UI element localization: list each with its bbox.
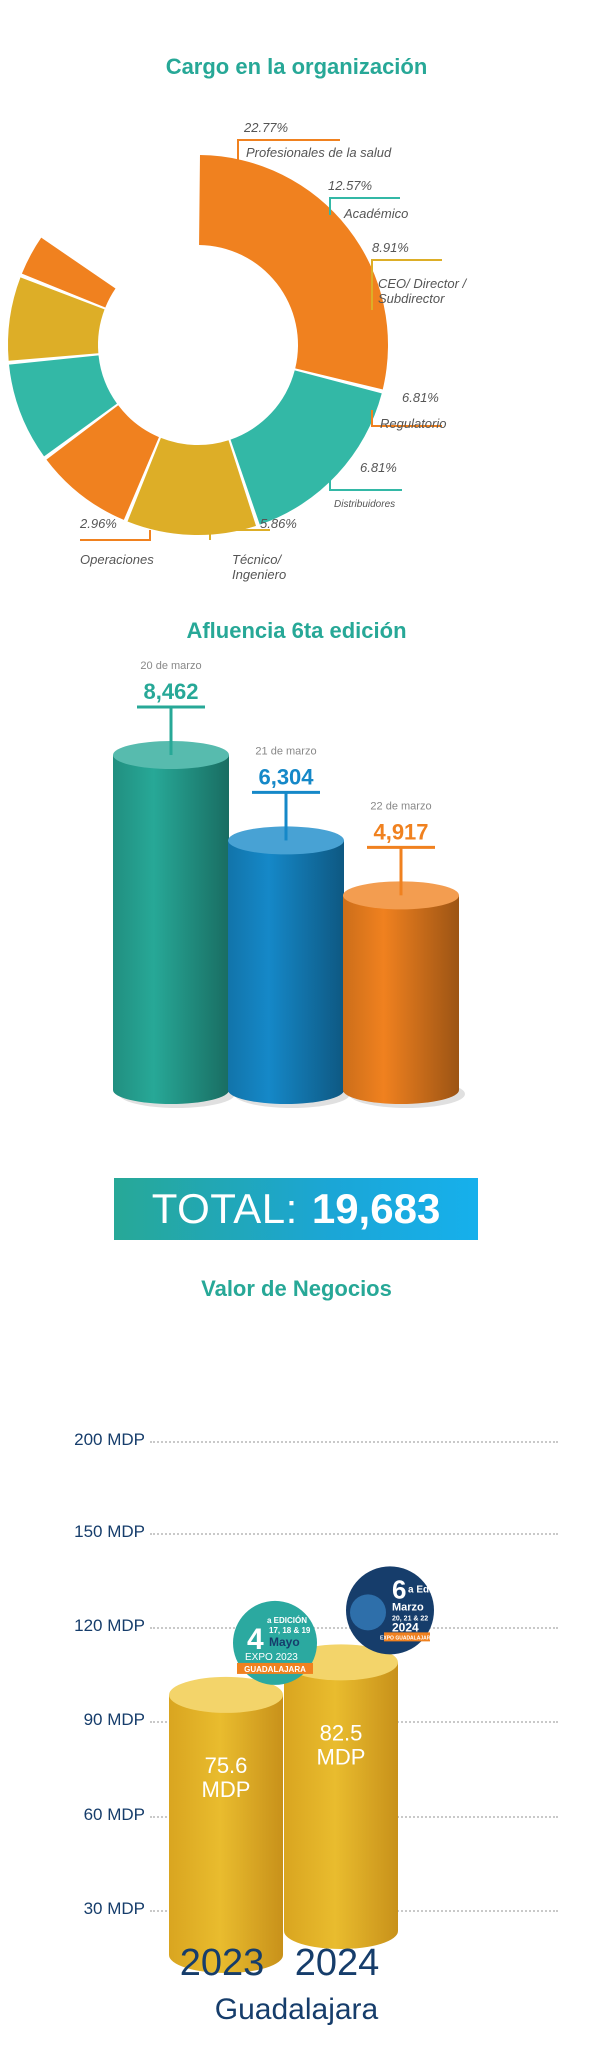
total-label: TOTAL: — [151, 1185, 298, 1232]
y-tick-label: 200 MDP — [74, 1430, 145, 1449]
badge-2024-line5: EXPO GUADALAJARA — [380, 1635, 434, 1641]
donut-category-label-3: Regulatorio — [380, 416, 447, 431]
donut-leader-0 — [237, 139, 340, 200]
donut-category-label-1: Académico — [343, 206, 408, 221]
badge-2023-line2: 17, 18 & 19 — [269, 1626, 311, 1635]
donut-slice-6 — [21, 237, 116, 308]
bar-value-label-1: 6,304 — [258, 764, 314, 789]
total-value: 19,683 — [311, 1185, 441, 1232]
negocios-value-unit-0: MDP — [202, 1777, 251, 1802]
city-label: Guadalajara — [214, 1993, 379, 2026]
donut-leader-2 — [371, 259, 442, 310]
donut-leader-3 — [371, 410, 442, 427]
donut-category-label-5: Técnico/ — [232, 552, 283, 567]
cargo-title: Cargo en la organización — [165, 54, 428, 79]
donut-category-label-6: Operaciones — [80, 552, 154, 567]
x-tick-label: 2024 — [294, 1942, 380, 1984]
donut-value-label-0: 22.77% — [243, 120, 288, 135]
negocios-value-unit-1: MDP — [317, 1744, 366, 1769]
y-tick-label: 30 MDP — [83, 1899, 145, 1918]
bar-value-label-2: 4,917 — [373, 819, 428, 844]
negocios-value-label-1: 82.5 — [320, 1720, 363, 1745]
donut-value-label-6: 2.96% — [79, 516, 117, 531]
badge-2023-band — [237, 1662, 313, 1674]
cylinder-body-2 — [343, 895, 459, 1104]
negocios-bar-body-0 — [169, 1694, 283, 1973]
donut-leader-6 — [80, 530, 151, 541]
donut-category-label-2: CEO/ Director / — [378, 276, 468, 291]
donut-value-label-3: 6.81% — [402, 390, 439, 405]
afluencia-title: Afluencia 6ta edición — [186, 618, 407, 643]
donut-category-label-0: Profesionales de la salud — [246, 145, 392, 160]
donut-leader-1 — [329, 197, 400, 215]
negocios-bar-top-0 — [169, 1676, 283, 1713]
badge-2023-line4: EXPO 2023 — [245, 1652, 298, 1663]
donut-slice-3 — [46, 405, 159, 520]
x-tick-label: 2023 — [179, 1942, 265, 1984]
afluencia-bar-chart: 8,462 20 de marzo 6,304 21 de marzo 4,917 22 … — [113, 660, 465, 1108]
donut-value-label-2: 8.91% — [372, 240, 409, 255]
grid-line — [150, 1441, 558, 1443]
badge-2024-emblem — [350, 1594, 386, 1631]
negocios-bar-body-1 — [284, 1662, 398, 1949]
y-tick-label: 120 MDP — [74, 1616, 145, 1635]
donut-value-label-5: 5.86% — [260, 516, 297, 531]
y-tick-label: 150 MDP — [74, 1522, 145, 1541]
cylinder-body-1 — [228, 840, 344, 1104]
donut-category-label-2: Subdirector — [378, 291, 445, 306]
badge-2024-line3: 20, 21 & 22 — [392, 1615, 428, 1622]
y-tick-label: 90 MDP — [83, 1710, 145, 1729]
cylinder-body-0 — [113, 755, 229, 1104]
badge-2024-line4: 2024 — [392, 1620, 419, 1634]
donut-slice-4 — [9, 355, 117, 457]
y-tick-label: 60 MDP — [83, 1805, 145, 1824]
badge-2023-line5: GUADALAJARA — [244, 1665, 306, 1674]
badge-2023-line1: a EDICIÓN — [267, 1616, 307, 1625]
donut-slice-0 — [199, 155, 388, 390]
donut-slice-5 — [7, 277, 105, 361]
bar-category-label-0: 20 de marzo — [140, 660, 201, 672]
negocios-title: Valor de Negocios — [201, 1276, 392, 1301]
bar-value-label-0: 8,462 — [143, 679, 198, 704]
donut-slice-1 — [230, 370, 382, 525]
donut-category-label-5: Ingeniero — [232, 567, 286, 582]
donut-leader-5 — [209, 529, 270, 540]
badge-2024-number: 6 — [392, 1574, 406, 1604]
badge-2023-number: 4 — [247, 1623, 264, 1656]
badge-2023-line3: Mayo — [269, 1635, 300, 1649]
donut-leader-4 — [329, 478, 402, 491]
donut-value-label-4: 6.81% — [360, 460, 397, 475]
badge-2024-line1: a Ed. — [408, 1584, 432, 1595]
donut-value-label-1: 12.57% — [328, 178, 372, 193]
badge-2024-band — [384, 1632, 430, 1642]
bar-category-label-2: 22 de marzo — [370, 800, 431, 812]
negocios-value-label-0: 75.6 — [205, 1753, 248, 1778]
total-banner: TOTAL: 19,683 — [114, 1178, 478, 1240]
donut-slice-2 — [127, 437, 257, 535]
grid-line — [150, 1533, 558, 1535]
cargo-donut-chart: 22.77% Profesionales de la salud 12.57% Aca… — [7, 120, 468, 582]
bar-category-label-1: 21 de marzo — [255, 745, 316, 757]
donut-category-label-4: Distribuidores — [334, 499, 395, 510]
badge-2024-line2: Marzo — [392, 1601, 424, 1613]
